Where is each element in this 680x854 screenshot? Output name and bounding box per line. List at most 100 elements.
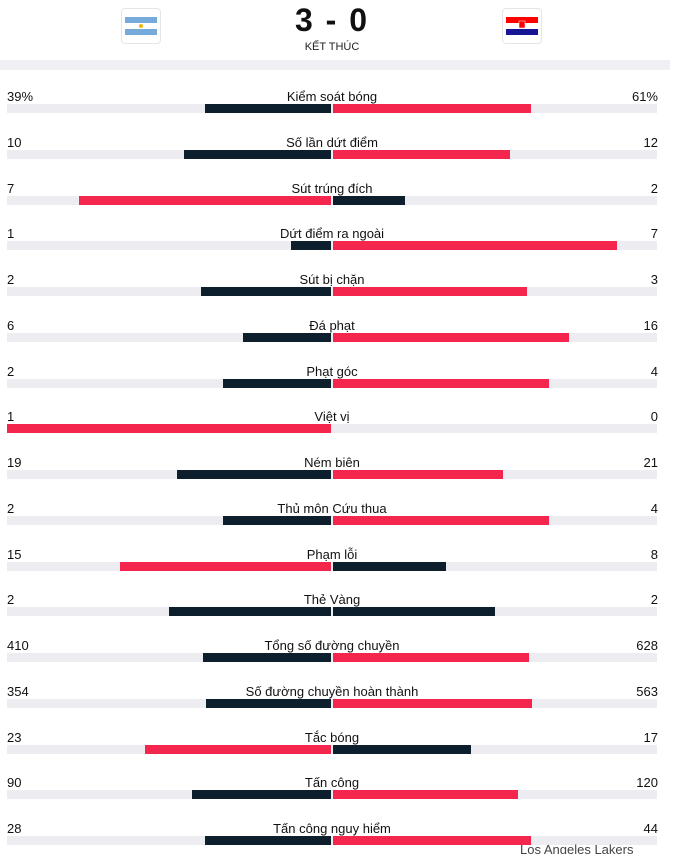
stat-label: Dứt điểm ra ngoài [279,226,385,242]
away-bar [333,836,531,845]
stat-row: 15 Phạm lỗi 8 [0,547,664,577]
away-bar [333,241,617,251]
away-bar [333,607,495,617]
home-bar [205,836,331,845]
away-bar [333,653,530,662]
home-value: 90 [7,775,22,791]
divider [0,60,670,70]
home-value: 2 [7,592,15,608]
flag-croatia [506,17,538,35]
footer-text: Los Angeles Lakers [520,842,634,854]
home-bar [223,378,331,388]
away-bar [333,378,549,388]
stat-track [7,195,657,205]
stat-label: Kiểm soát bóng [286,89,378,104]
score: 3 - 0 [294,2,370,38]
home-bar [169,607,331,617]
match-status: KẾT THÚC [304,41,360,53]
stat-track [7,561,657,571]
away-bar [333,561,446,571]
stat-track [7,470,657,479]
home-flag [121,8,161,44]
stat-label: Tấn công [304,775,360,791]
stat-label: Số đường chuyền hoàn thành [245,683,419,699]
home-value: 1 [7,409,15,425]
stat-label: Tổng số đường chuyền [264,638,400,653]
home-value: 2 [7,272,15,287]
stat-track [7,836,657,845]
away-bar [333,195,405,205]
home-value: 6 [7,317,15,333]
home-bar [223,515,331,525]
home-bar [201,287,331,296]
stat-track [7,424,657,434]
home-bar [192,790,331,800]
away-value: 16 [643,317,658,333]
stat-row: 90 Tấn công 120 [0,775,664,805]
home-bar [183,149,331,159]
home-value: 1 [7,226,15,242]
away-value: 4 [650,500,658,516]
home-bar [242,332,331,342]
stat-row: 1 Việt vị 0 [0,409,664,439]
home-bar [205,698,331,708]
stat-row: 6 Đá phạt 16 [0,318,664,348]
stat-label: Số lần dứt điểm [286,134,378,150]
stat-track [7,653,657,662]
stat-row: 19 Ném biên 21 [0,455,664,485]
away-value: 17 [643,729,658,745]
stat-label: Tắc bóng [304,729,360,745]
away-value: 8 [650,546,658,562]
stat-row: 354 Số đường chuyền hoàn thành 563 [0,684,664,714]
stat-row: 1 Dứt điểm ra ngoài 7 [0,226,664,256]
stat-label: Việt vị [314,409,350,425]
away-bar [333,104,531,113]
home-value: 2 [7,500,15,516]
away-bar [333,744,471,754]
stat-row: 23 Tắc bóng 17 [0,730,664,760]
away-bar [333,287,528,296]
stat-track [7,241,657,251]
home-value: 2 [7,363,15,379]
stat-track [7,607,657,617]
away-bar [333,515,549,525]
home-value: 410 [7,638,29,653]
home-value: 39% [7,89,34,104]
home-score: 3 [294,2,315,38]
stat-label: Sút bị chặn [299,272,365,287]
stat-label: Đá phạt [309,317,355,333]
stat-track [7,744,657,754]
away-value: 61% [631,89,658,104]
home-value: 7 [7,180,15,196]
stat-label: Phạt góc [306,363,358,379]
away-bar [333,790,519,800]
away-bar [333,470,504,479]
home-bar [177,470,331,479]
stat-row: 2 Sút bị chặn 3 [0,272,664,302]
stat-row: 2 Thẻ Vàng 2 [0,592,664,622]
away-value: 2 [650,180,658,196]
stat-track [7,104,657,113]
stat-row: 28 Tấn công nguy hiểm 44 [0,821,664,851]
away-value: 2 [650,592,658,608]
home-bar [7,424,331,434]
flag-argentina [125,17,157,35]
stat-row: 2 Phạt góc 4 [0,364,664,394]
stat-row: 410 Tổng số đường chuyền 628 [0,638,664,668]
home-bar [203,653,331,662]
stat-track [7,378,657,388]
match-header: 3 - 0 KẾT THÚC [0,0,680,60]
away-score: 0 [349,2,370,38]
stat-track [7,515,657,525]
home-bar [204,104,331,113]
home-value: 19 [7,455,22,470]
stat-row: 39% Kiểm soát bóng 61% [0,89,664,119]
stat-label: Tấn công nguy hiểm [273,821,391,836]
home-value: 354 [7,683,29,699]
stat-track [7,332,657,342]
stat-row: 7 Sút trúng đích 2 [0,181,664,211]
stat-track [7,287,657,296]
home-value: 15 [7,546,22,562]
home-value: 23 [7,729,22,745]
